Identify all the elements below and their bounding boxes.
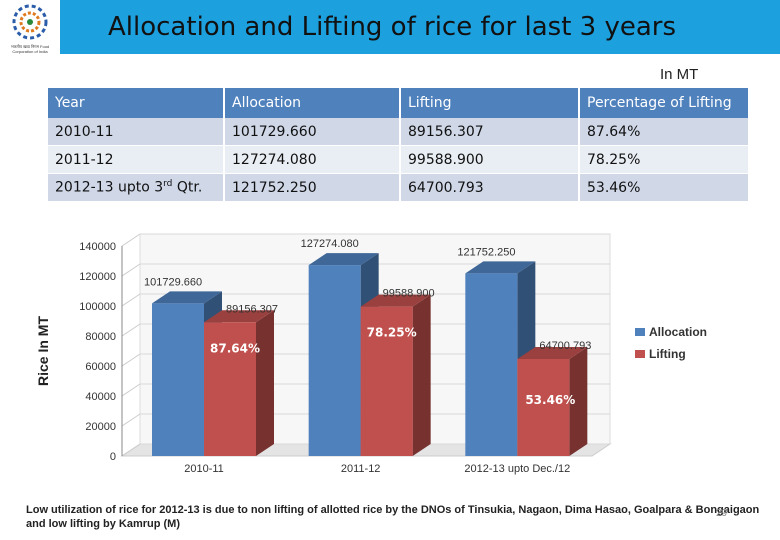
column-header: Percentage of Lifting [579,88,750,118]
bar-side-lifting [412,294,431,456]
bar-side-lifting [569,346,588,456]
table-header-row: Year Allocation Lifting Percentage of Li… [48,88,750,118]
data-label: 89156.307 [226,303,278,315]
year-suffix: Qtr. [172,179,203,196]
percentage-cell: 78.25% [579,145,750,174]
y-tick-label: 140000 [79,241,116,253]
allocation-cell: 101729.660 [224,118,401,146]
column-header: Year [48,88,225,118]
percentage-cell: 53.46% [579,173,750,202]
bar-top-lifting [204,310,274,323]
y-tick-label: 40000 [85,391,116,403]
gridline-depth [121,323,141,337]
data-label: 64700.793 [539,340,591,352]
y-axis-label: Rice In MT [35,316,51,386]
percent-label: 87.64% [210,341,260,355]
x-tick-label: 2011-12 [341,463,381,475]
bar-top-allocation [152,291,222,304]
data-label: 121752.250 [457,246,515,258]
gridline-depth [121,233,141,247]
bar-allocation [152,303,204,456]
column-header: Allocation [224,88,401,118]
bar-top-lifting [517,346,588,359]
footnote: Low utilization of rice for 2012-13 is d… [26,504,760,530]
percent-label: 53.46% [525,393,575,407]
bar-lifting [204,322,256,456]
bar-lifting [360,306,413,456]
y-tick-label: 60000 [85,361,116,373]
data-label: 99588.900 [383,288,435,300]
y-tick-label: 80000 [85,331,116,343]
percentage-cell: 87.64% [579,118,750,146]
x-tick-label: 2010-11 [184,463,224,475]
allocation-lifting-chart: Rice In MT 0 20000 40000 60000 80000 100000 120… [35,233,707,475]
lifting-cell: 99588.900 [400,145,580,174]
y-tick-label: 100000 [79,301,116,313]
column-header: Lifting [400,88,580,118]
year-superscript: rd [163,179,173,190]
bar-side-lifting [256,310,274,456]
year-cell: 2010-11 [48,118,225,146]
x-tick-label: 2012-13 upto Dec./12 [464,463,570,475]
gridline-depth [121,353,141,367]
y-tick-label: 0 [110,451,116,463]
bar-top-lifting [360,294,431,307]
allocation-cell: 121752.250 [224,173,401,202]
gridline-depth [121,383,141,397]
data-label: 127274.080 [301,238,359,250]
y-tick-label: 20000 [85,421,116,433]
table-row: 2011-12 127274.080 99588.900 78.25% [48,145,750,174]
gridline-depth [121,413,141,427]
gridline-depth [121,293,141,307]
legend-label: Lifting [649,347,686,361]
bar-allocation [308,265,361,456]
bar-top-allocation [308,253,379,266]
lifting-cell: 64700.793 [400,173,580,202]
legend-swatch-allocation [635,328,645,336]
allocation-cell: 127274.080 [224,145,401,174]
year-cell: 2012-13 upto 3rd Qtr. [48,173,225,202]
unit-label: In MT [660,66,699,83]
gridline-depth [121,443,141,457]
bar-lifting [517,358,570,456]
table-row: 2012-13 upto 3rd Qtr. 121752.250 64700.7… [48,173,750,202]
table-row: 2010-11 101729.660 89156.307 87.64% [48,118,750,146]
allocation-table: Year Allocation Lifting Percentage of Li… [48,88,750,202]
percent-label: 78.25% [367,326,417,340]
data-label: 101729.660 [144,276,202,288]
y-tick-label: 120000 [79,271,116,283]
page-number: 29 [716,508,728,519]
year-cell: 2011-12 [48,145,225,174]
legend-label: Allocation [649,325,707,339]
year-text: 2012-13 upto 3 [55,179,164,196]
fci-logo: भारतीय खाद्य निगम Food Corporation of In… [0,0,60,54]
legend-swatch-lifting [635,350,645,358]
bar-top-allocation [465,261,536,274]
bar-allocation [465,273,518,456]
page-title: Allocation and Lifting of rice for last … [108,12,677,42]
fci-emblem-icon [12,4,48,40]
title-banner: भारतीय खाद्य निगम Food Corporation of In… [0,0,780,54]
lifting-cell: 89156.307 [400,118,580,146]
logo-caption: भारतीय खाद्य निगम Food Corporation of In… [10,44,50,54]
gridline-depth [121,263,141,277]
